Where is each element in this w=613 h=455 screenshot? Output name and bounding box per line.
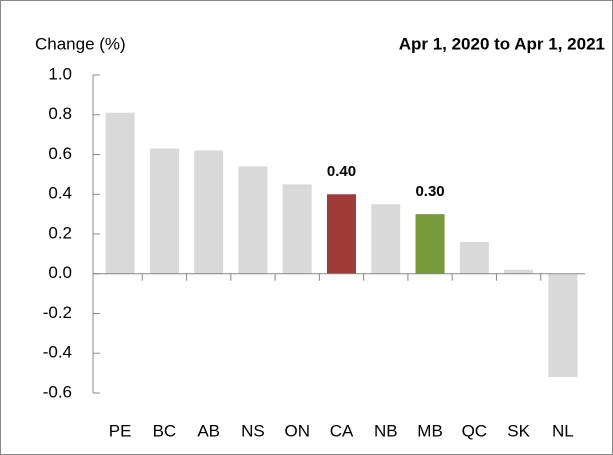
y-tick-label: 1.0 bbox=[48, 64, 72, 83]
bar bbox=[149, 148, 179, 274]
y-tick-label: 0.8 bbox=[48, 104, 72, 123]
bar bbox=[282, 184, 312, 274]
y-tick-label: -0.4 bbox=[43, 343, 72, 362]
bar bbox=[105, 112, 135, 274]
bar bbox=[504, 269, 534, 274]
bar bbox=[371, 204, 401, 274]
x-tick-label: NS bbox=[241, 421, 265, 440]
x-tick-label: MB bbox=[417, 421, 443, 440]
data-label: 0.30 bbox=[415, 183, 444, 200]
x-tick-label: CA bbox=[330, 421, 354, 440]
bar bbox=[548, 273, 578, 378]
x-tick-label: AB bbox=[197, 421, 220, 440]
y-tick-label: -0.2 bbox=[43, 303, 72, 322]
y-tick-label: -0.6 bbox=[43, 382, 72, 401]
bar bbox=[327, 194, 356, 274]
x-tick-label: QC bbox=[462, 421, 488, 440]
y-tick-label: 0.2 bbox=[48, 223, 72, 242]
y-tick-label: 0.0 bbox=[48, 263, 72, 282]
y-axis-label: Change (%) bbox=[35, 34, 126, 53]
chart-title: Apr 1, 2020 to Apr 1, 2021 bbox=[399, 34, 605, 53]
y-tick-label: 0.6 bbox=[48, 144, 72, 163]
bar bbox=[194, 150, 224, 274]
x-tick-label: ON bbox=[284, 421, 310, 440]
x-tick-label: SK bbox=[507, 421, 530, 440]
x-tick-label: BC bbox=[153, 421, 177, 440]
y-tick-label: 0.4 bbox=[48, 184, 72, 203]
x-tick-label: PE bbox=[109, 421, 132, 440]
data-label: 0.40 bbox=[327, 163, 356, 180]
x-tick-label: NL bbox=[552, 421, 574, 440]
x-tick-label: NB bbox=[374, 421, 398, 440]
bar bbox=[415, 214, 445, 274]
bar bbox=[238, 166, 268, 274]
bar bbox=[459, 241, 489, 274]
